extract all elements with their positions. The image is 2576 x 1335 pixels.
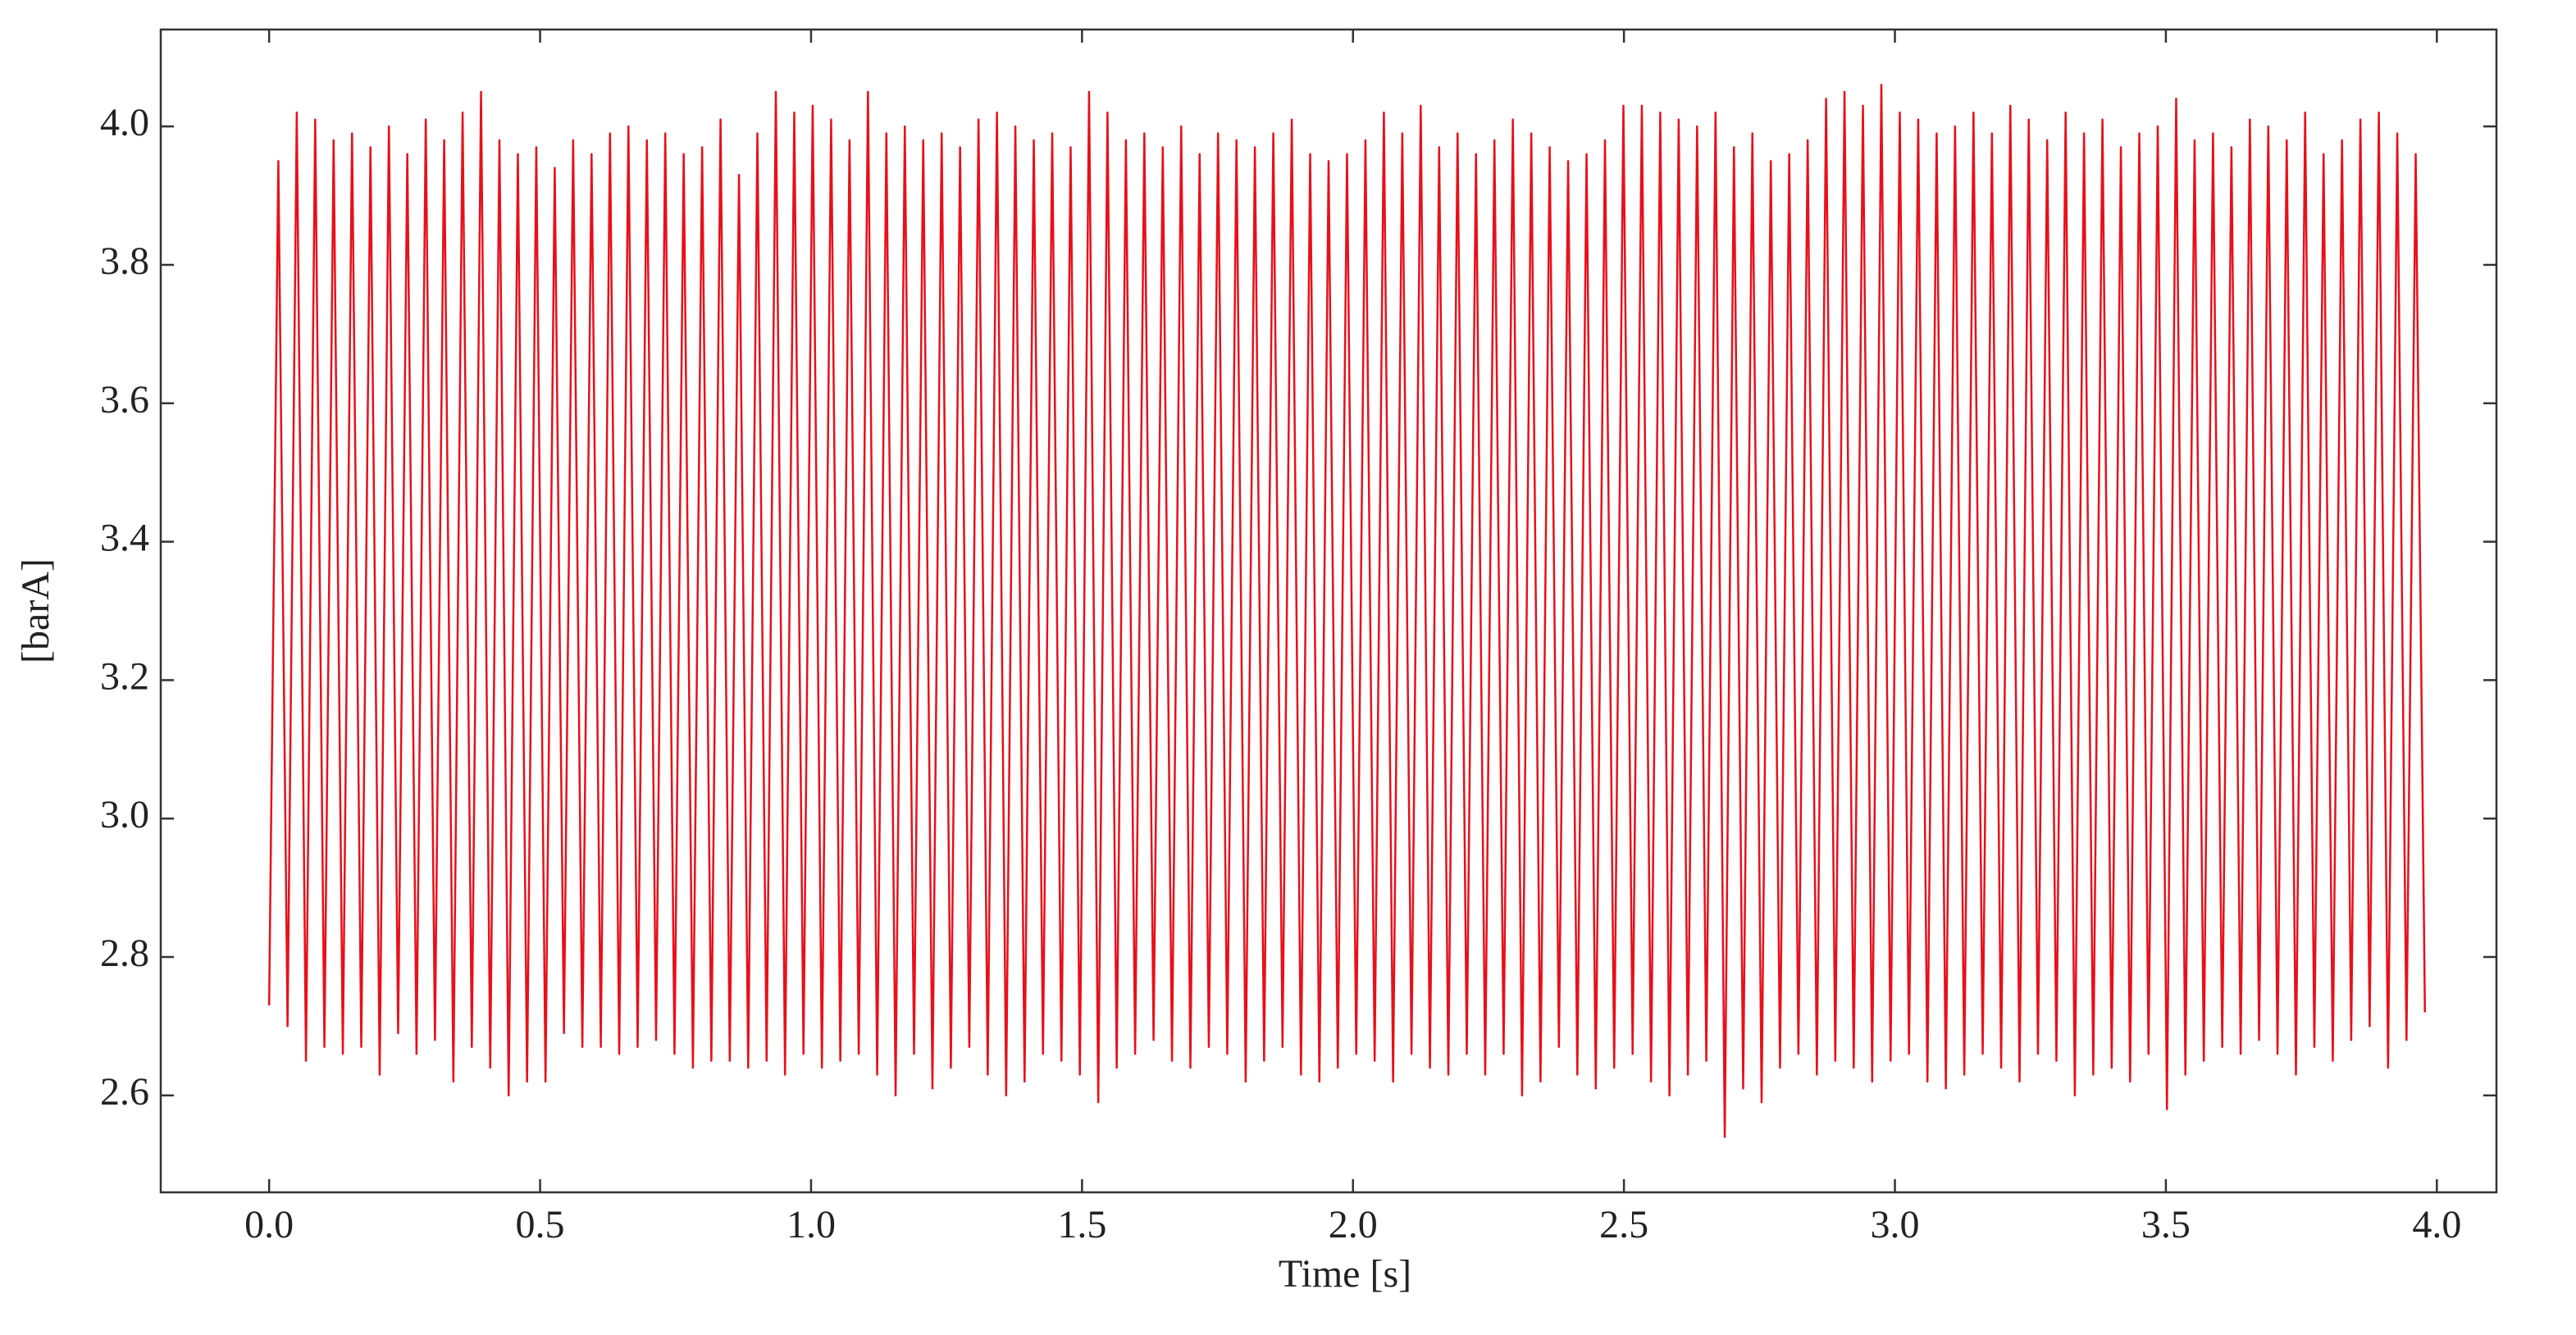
y-tick-label: 3.4	[100, 517, 149, 560]
x-tick-label: 2.0	[1329, 1203, 1378, 1246]
x-tick-label: 3.5	[2141, 1203, 2191, 1246]
y-tick-label: 2.8	[100, 932, 149, 975]
x-tick-label: 4.0	[2412, 1203, 2461, 1246]
plot-frame	[159, 28, 2498, 1194]
y-axis-label: [barA]	[14, 558, 57, 663]
y-tick-label: 3.0	[100, 793, 149, 836]
y-tick-label: 3.8	[100, 239, 149, 283]
x-tick-label: 0.5	[516, 1203, 565, 1246]
y-tick-label: 2.6	[100, 1070, 149, 1114]
y-tick-label: 3.6	[100, 378, 149, 421]
x-tick-label: 2.5	[1599, 1203, 1648, 1246]
x-tick-label: 1.0	[786, 1203, 836, 1246]
data-line	[267, 84, 2427, 1138]
x-tick-label: 1.5	[1057, 1203, 1106, 1246]
x-tick-label: 3.0	[1871, 1203, 1920, 1246]
y-tick-label: 4.0	[100, 101, 149, 144]
x-axis-label: Time [s]	[1279, 1252, 1411, 1296]
x-tick-label: 0.0	[244, 1203, 294, 1246]
y-tick-label: 3.2	[100, 654, 149, 698]
